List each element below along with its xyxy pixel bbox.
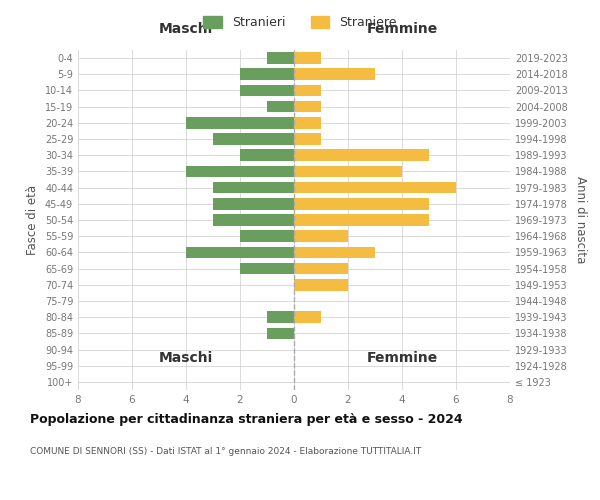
Bar xyxy=(294,52,321,64)
Bar xyxy=(294,117,321,128)
Bar xyxy=(213,182,294,194)
Bar xyxy=(267,328,294,339)
Bar xyxy=(294,214,429,226)
Bar xyxy=(294,246,375,258)
Y-axis label: Fasce di età: Fasce di età xyxy=(26,185,39,255)
Bar xyxy=(294,68,375,80)
Bar xyxy=(186,246,294,258)
Text: Femmine: Femmine xyxy=(367,22,437,36)
Bar xyxy=(240,68,294,80)
Bar xyxy=(213,133,294,145)
Bar xyxy=(294,198,429,209)
Bar xyxy=(294,133,321,145)
Bar xyxy=(267,101,294,112)
Bar xyxy=(240,262,294,274)
Bar xyxy=(294,150,429,161)
Bar xyxy=(186,117,294,128)
Text: Femmine: Femmine xyxy=(367,351,437,365)
Bar xyxy=(240,84,294,96)
Text: Maschi: Maschi xyxy=(159,351,213,365)
Bar xyxy=(267,312,294,323)
Bar xyxy=(294,84,321,96)
Bar xyxy=(294,101,321,112)
Text: COMUNE DI SENNORI (SS) - Dati ISTAT al 1° gennaio 2024 - Elaborazione TUTTITALIA: COMUNE DI SENNORI (SS) - Dati ISTAT al 1… xyxy=(30,448,421,456)
Bar xyxy=(294,230,348,242)
Bar xyxy=(213,198,294,209)
Bar xyxy=(186,166,294,177)
Legend: Stranieri, Straniere: Stranieri, Straniere xyxy=(198,11,402,34)
Bar xyxy=(240,230,294,242)
Bar xyxy=(267,52,294,64)
Bar xyxy=(294,312,321,323)
Bar xyxy=(294,166,402,177)
Y-axis label: Anni di nascita: Anni di nascita xyxy=(574,176,587,264)
Bar xyxy=(240,150,294,161)
Bar xyxy=(213,214,294,226)
Bar xyxy=(294,279,348,290)
Bar xyxy=(294,182,456,194)
Text: Popolazione per cittadinanza straniera per età e sesso - 2024: Popolazione per cittadinanza straniera p… xyxy=(30,412,463,426)
Text: Maschi: Maschi xyxy=(159,22,213,36)
Bar xyxy=(294,262,348,274)
